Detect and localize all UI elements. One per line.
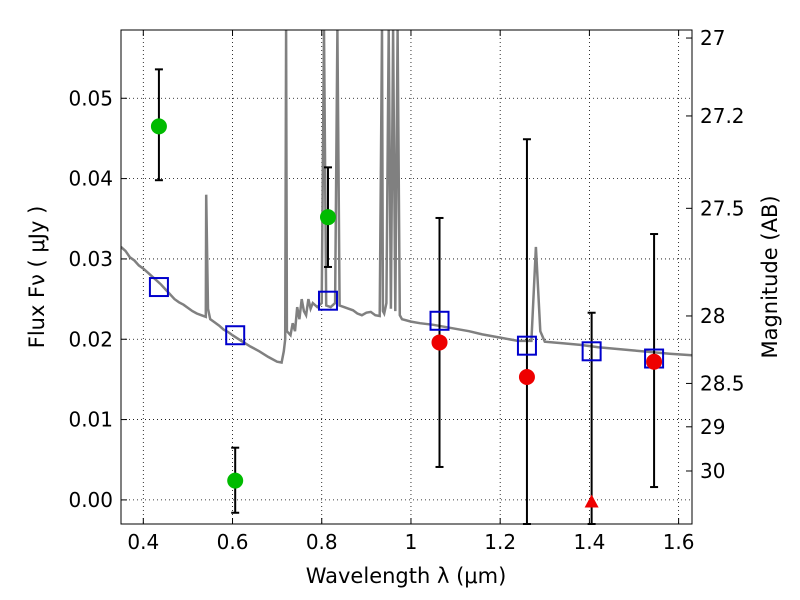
magnitude-tick-label: 27.2	[700, 104, 745, 128]
y-tick-label: 0.00	[68, 488, 113, 512]
model-photometry-square	[429, 310, 450, 331]
sed-template-line	[121, 30, 692, 364]
x-tick-label: 0.4	[127, 530, 159, 554]
magnitude-tick-label: 27	[700, 26, 725, 50]
x-tick-label: 1.6	[663, 530, 695, 554]
observed-point-red	[518, 369, 535, 386]
y-axis-ticks: 0.00 0.01 0.02 0.03 0.04 0.05	[68, 86, 127, 512]
data-markers	[148, 118, 665, 508]
error-bars	[154, 68, 659, 525]
magnitude-tick-label: 30	[700, 459, 725, 483]
observed-point-red	[646, 353, 663, 370]
model-photometry-square	[516, 335, 537, 356]
x-tick-label: 1	[405, 530, 418, 554]
magnitude-tick-label: 27.5	[700, 196, 745, 220]
x-axis-ticks: 0.4 0.6 0.8 1 1.2 1.4 1.6	[127, 30, 695, 554]
y-tick-label: 0.04	[68, 167, 113, 191]
sed-template-series	[121, 30, 692, 364]
magnitude-tick-label: 29	[700, 415, 725, 439]
right-axis-label: Magnitude (AB)	[758, 195, 782, 358]
model-photometry-square	[317, 290, 338, 311]
observed-point-green	[319, 209, 336, 226]
observed-point-green	[227, 472, 244, 489]
y-tick-label: 0.03	[68, 247, 113, 271]
observed-point-red	[431, 334, 448, 351]
model-photometry-square	[148, 277, 169, 298]
x-tick-label: 1.2	[484, 530, 516, 554]
model-photometry-square	[581, 341, 602, 362]
upper-limit-triangle	[584, 494, 599, 508]
observed-point-green	[150, 118, 167, 135]
magnitude-axis-ticks: 27 27.2 27.5 28 28.5 29 30	[686, 26, 745, 483]
y-axis-label: Flux Fν ( μJy )	[25, 206, 49, 349]
y-tick-label: 0.05	[68, 86, 113, 110]
x-tick-label: 0.6	[217, 530, 249, 554]
y-tick-label: 0.01	[68, 408, 113, 432]
x-tick-label: 0.8	[306, 530, 338, 554]
x-tick-label: 1.4	[573, 530, 605, 554]
model-photometry-square	[225, 325, 246, 346]
y-tick-label: 0.02	[68, 327, 113, 351]
magnitude-tick-label: 28.5	[700, 371, 745, 395]
x-axis-label: Wavelength λ (μm)	[306, 564, 507, 588]
plot-frame	[120, 29, 693, 525]
magnitude-tick-label: 28	[700, 304, 725, 328]
